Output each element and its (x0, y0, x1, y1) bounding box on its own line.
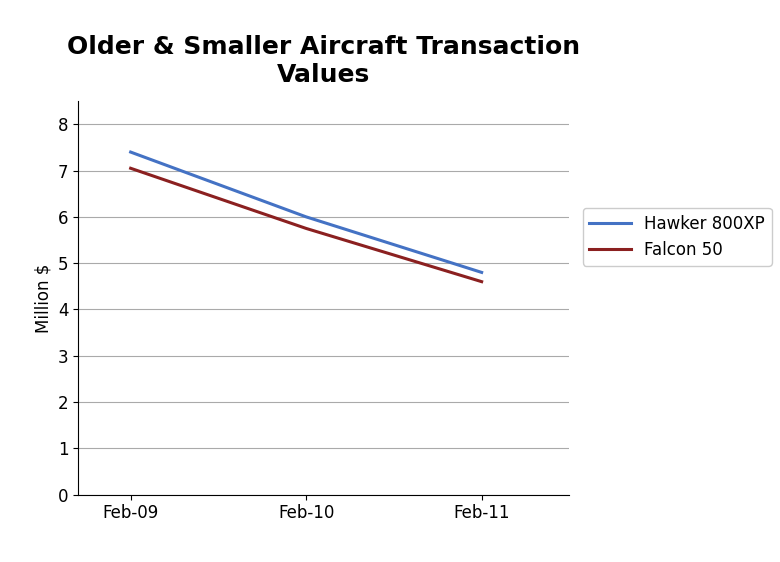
Hawker 800XP (301, 214, 310, 220)
Y-axis label: Million $: Million $ (34, 263, 52, 333)
Line: Hawker 800XP: Hawker 800XP (130, 152, 481, 273)
Falcon 50 (301, 225, 310, 232)
Title: Older & Smaller Aircraft Transaction
Values: Older & Smaller Aircraft Transaction Val… (67, 35, 580, 87)
Hawker 800XP (477, 269, 487, 276)
Falcon 50 (126, 165, 136, 171)
Hawker 800XP (126, 149, 136, 156)
Line: Falcon 50: Falcon 50 (130, 168, 481, 282)
Legend: Hawker 800XP, Falcon 50: Hawker 800XP, Falcon 50 (583, 208, 771, 265)
Falcon 50 (477, 278, 487, 285)
